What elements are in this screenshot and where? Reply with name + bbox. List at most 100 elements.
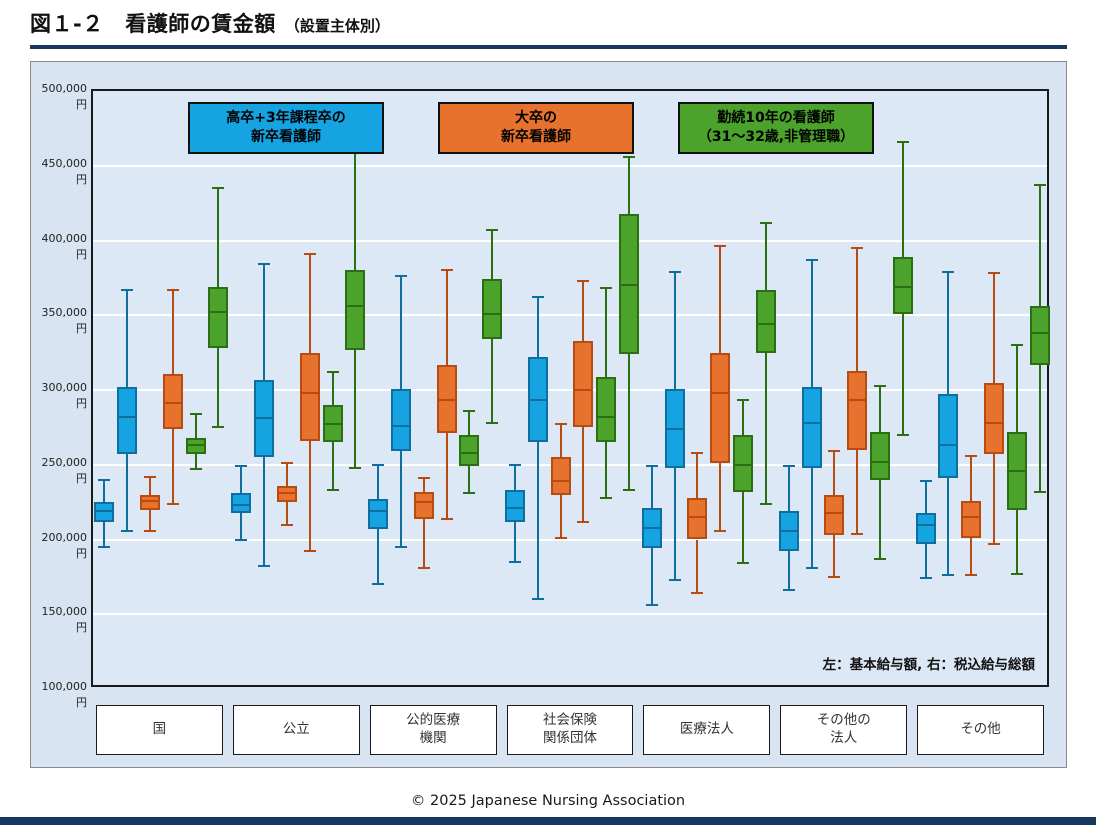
- lower-whisker: [787, 551, 790, 591]
- median-line: [710, 391, 731, 394]
- whisker-cap-min: [372, 583, 385, 586]
- whisker-cap-max: [372, 463, 385, 466]
- whisker-cap-max: [873, 384, 886, 387]
- upper-whisker: [240, 466, 243, 494]
- box-税込給与総額: [938, 394, 959, 479]
- upper-whisker: [217, 188, 220, 287]
- whisker-cap-min: [121, 529, 134, 532]
- lower-whisker: [513, 521, 516, 562]
- whisker-cap-min: [258, 565, 271, 568]
- box-税込給与総額: [390, 388, 411, 452]
- box-税込給与総額: [162, 373, 183, 429]
- box-基本給与額: [504, 490, 525, 522]
- box-基本給与額: [687, 497, 708, 540]
- upper-whisker: [308, 253, 311, 353]
- lower-whisker: [422, 518, 425, 568]
- median-line: [1006, 469, 1027, 472]
- box-基本給与額: [961, 500, 982, 538]
- upper-whisker: [491, 230, 494, 280]
- lower-whisker: [833, 535, 836, 577]
- upper-whisker: [263, 264, 266, 380]
- upper-whisker: [103, 479, 106, 503]
- median-line: [778, 529, 799, 532]
- median-line: [961, 516, 982, 519]
- whisker-cap-min: [349, 466, 362, 469]
- whisker-cap-min: [235, 538, 248, 541]
- gridline-150000: [93, 613, 1047, 616]
- upper-whisker: [582, 280, 585, 341]
- y-tick-label: 400,000円: [41, 231, 88, 261]
- whisker-cap-max: [508, 463, 521, 466]
- lower-whisker: [582, 427, 585, 522]
- upper-whisker: [696, 452, 699, 498]
- category-label-2: 公立: [232, 705, 360, 755]
- whisker-cap-min: [737, 562, 750, 565]
- whisker-cap-min: [440, 517, 453, 520]
- whisker-cap-min: [828, 575, 841, 578]
- lower-whisker: [810, 467, 813, 568]
- box-税込給与総額: [892, 256, 913, 314]
- median-line: [938, 444, 959, 447]
- lower-whisker: [103, 521, 106, 547]
- whisker-cap-min: [942, 574, 955, 577]
- upper-whisker: [331, 372, 334, 405]
- y-tick-label: 200,000円: [41, 530, 88, 560]
- box-税込給与総額: [1029, 306, 1050, 365]
- category-label-1: 国: [96, 705, 223, 755]
- whisker-cap-max: [600, 287, 613, 290]
- median-line: [915, 523, 936, 526]
- whisker-cap-max: [623, 155, 636, 158]
- gridline-300000: [93, 389, 1047, 391]
- box-基本給与額: [231, 493, 252, 513]
- median-line: [550, 480, 571, 483]
- whisker-cap-min: [600, 496, 613, 499]
- upper-whisker: [833, 451, 836, 495]
- median-line: [185, 444, 206, 447]
- whisker-cap-max: [554, 423, 567, 426]
- upper-whisker: [673, 271, 676, 389]
- upper-whisker: [878, 385, 881, 432]
- median-line: [459, 451, 480, 454]
- whisker-cap-min: [303, 550, 316, 553]
- upper-whisker: [856, 247, 859, 371]
- median-line: [755, 323, 776, 326]
- whisker-cap-max: [1010, 344, 1023, 347]
- median-line: [345, 305, 366, 308]
- whisker-cap-min: [508, 560, 521, 563]
- box-基本給与額: [459, 434, 480, 467]
- lower-whisker: [399, 451, 402, 547]
- lower-whisker: [240, 512, 243, 540]
- box-税込給与総額: [482, 279, 503, 340]
- upper-whisker: [354, 152, 357, 271]
- upper-whisker: [970, 455, 973, 501]
- whisker-cap-max: [531, 296, 544, 299]
- lower-whisker: [628, 354, 631, 491]
- whisker-cap-min: [873, 557, 886, 560]
- category-label-7: その他: [917, 705, 1044, 755]
- median-line: [641, 526, 662, 529]
- lower-whisker: [650, 548, 653, 606]
- lower-whisker: [742, 491, 745, 564]
- lower-whisker: [331, 442, 334, 491]
- whisker-cap-min: [189, 468, 202, 471]
- box-基本給与額: [368, 499, 389, 530]
- whisker-cap-min: [144, 529, 157, 532]
- whisker-cap-min: [1033, 490, 1046, 493]
- whisker-cap-max: [942, 270, 955, 273]
- median-line: [824, 511, 845, 514]
- median-line: [231, 504, 252, 507]
- whisker-cap-min: [166, 502, 179, 505]
- lower-whisker: [673, 467, 676, 580]
- lower-whisker: [878, 479, 881, 559]
- gridline-350000: [93, 314, 1047, 317]
- whisker-cap-max: [280, 462, 293, 465]
- lower-whisker: [559, 494, 562, 538]
- upper-whisker: [194, 413, 197, 438]
- median-line: [892, 285, 913, 288]
- lower-whisker: [1015, 509, 1018, 574]
- upper-whisker: [377, 464, 380, 500]
- box-税込給与総額: [755, 289, 776, 353]
- y-tick-label: 150,000円: [41, 605, 88, 635]
- box-基本給与額: [140, 494, 161, 510]
